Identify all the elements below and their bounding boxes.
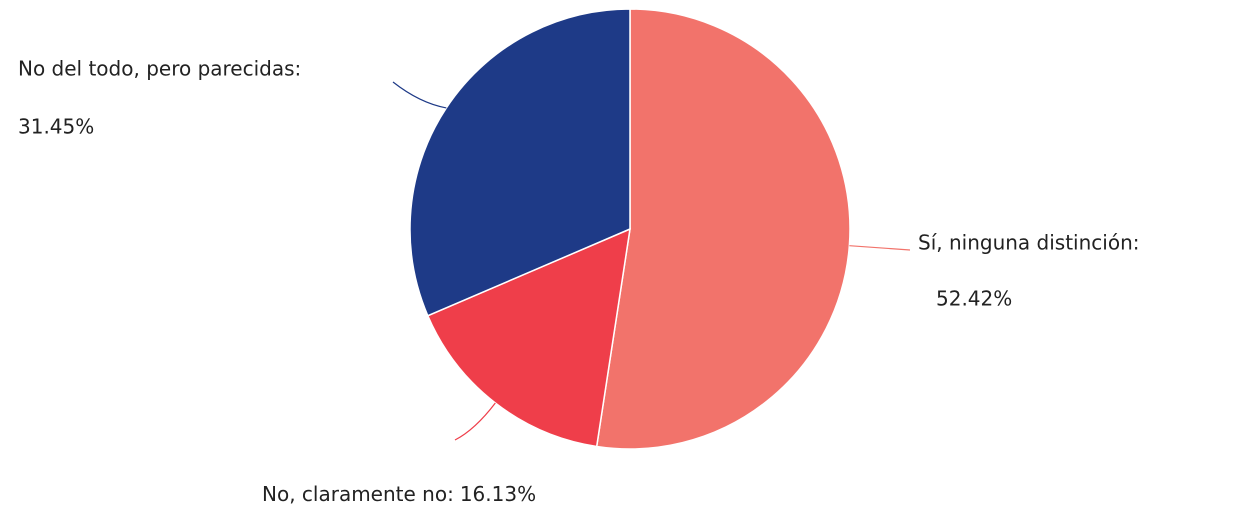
value-label: 31.45% [18,115,94,139]
slice-label: No, claramente no: 16.13% [262,482,536,506]
pie-slice [426,227,631,448]
category-label: Sí, ninguna distinción: [918,231,1139,255]
leader-line [392,81,447,109]
leader-line [849,245,911,251]
value-label: 52.42% [936,287,1012,311]
pie-slice [595,8,851,450]
leader-line [454,402,496,441]
value-label: 16.13% [460,482,536,506]
category-label: No, claramente no: [262,482,454,506]
category-label: No del todo, pero parecidas: [18,57,301,81]
